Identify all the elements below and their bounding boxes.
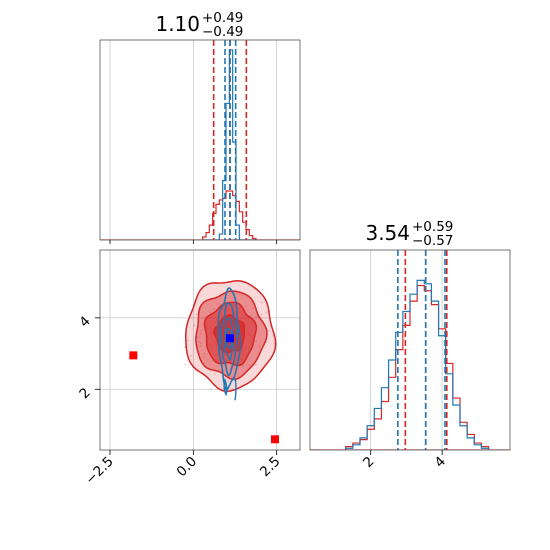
sample-point <box>245 305 248 307</box>
sample-point <box>272 334 274 337</box>
contour-blue-2 <box>223 317 235 361</box>
sample-point <box>183 346 186 348</box>
sample-point <box>203 352 206 355</box>
sample-point <box>210 388 212 391</box>
sample-point <box>266 310 269 313</box>
sample-point <box>250 315 252 318</box>
contour-blue-tail-left <box>223 377 228 397</box>
tick-label-p2-x-0: 2 <box>360 454 377 471</box>
sample-point <box>213 372 216 375</box>
sample-point <box>184 363 187 366</box>
sample-point <box>260 301 263 304</box>
sample-point <box>211 360 214 362</box>
sample-point <box>193 324 196 327</box>
tick-label-p2-y-1: 4 <box>76 313 93 330</box>
sample-point <box>206 358 209 361</box>
sample-point <box>196 336 199 339</box>
sample-point <box>190 354 192 357</box>
sample-point <box>200 332 202 335</box>
panel1-title-plus: +0.49 <box>202 10 243 26</box>
sample-point <box>265 312 268 314</box>
truth-marker-red-1 <box>271 435 279 444</box>
sample-point <box>187 339 190 342</box>
truth-marker-red-0 <box>129 351 138 360</box>
panel2-title-minus: −0.57 <box>412 233 453 249</box>
hist-p2-plot-area <box>310 250 510 450</box>
sample-point <box>261 288 264 291</box>
marker-blue <box>226 334 234 343</box>
tick-label-p1-x-1: 0.0 <box>174 454 201 481</box>
contour-blue-tail-right <box>234 378 237 401</box>
hist-p1-red <box>202 190 257 240</box>
tick-label-p2-x-1: 4 <box>432 454 449 471</box>
sample-point <box>260 313 263 316</box>
sample-point <box>254 364 257 366</box>
sample-point <box>212 308 215 310</box>
tick-label-p2-y-0: 2 <box>76 385 93 402</box>
panel2-title-plus: +0.59 <box>412 219 453 235</box>
sample-point <box>198 340 200 343</box>
sample-point <box>199 345 202 347</box>
panel2-title: 3.54 <box>365 221 410 245</box>
sample-point <box>255 339 258 342</box>
sample-point <box>203 356 206 359</box>
contour-blue-0 <box>217 287 242 391</box>
panel-hist-p1 <box>99 39 301 244</box>
sample-point <box>195 313 198 316</box>
sample-point <box>273 342 275 345</box>
sample-point <box>255 316 257 319</box>
panel-hist-p2 <box>309 249 511 451</box>
tick-label-p1-x-0: −2.5 <box>82 454 116 488</box>
hist-p2-blue <box>345 279 490 450</box>
sample-point <box>209 311 212 314</box>
sample-point <box>199 336 202 339</box>
sample-point <box>217 303 220 306</box>
panel1-title-minus: −0.49 <box>202 24 243 40</box>
sample-point <box>252 307 254 310</box>
sample-point <box>241 365 244 367</box>
panel-hist-p1-frame <box>99 39 301 241</box>
sample-point <box>248 364 251 367</box>
panel-2d-frame <box>99 249 301 451</box>
sample-point <box>200 329 203 332</box>
sample-point <box>258 345 261 348</box>
sample-point <box>265 341 268 344</box>
sample-point <box>268 329 270 332</box>
panel1-title: 1.10 <box>155 12 200 36</box>
sample-point <box>195 370 198 373</box>
panel-2d <box>99 249 301 451</box>
tick-label-p1-x-2: 2.5 <box>257 454 284 481</box>
sample-point <box>227 379 230 382</box>
panel-hist-p2-frame <box>309 249 511 451</box>
contour-blue-1 <box>220 302 238 377</box>
sample-point <box>199 341 202 344</box>
hist-p1-plot-area <box>100 40 300 240</box>
